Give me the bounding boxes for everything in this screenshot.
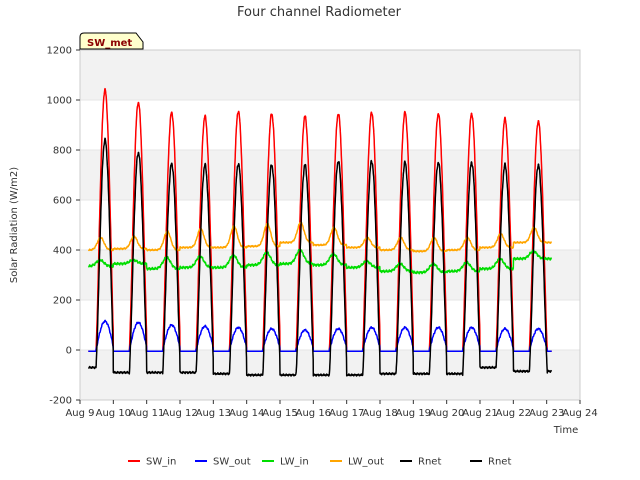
x-tick-label: Aug 19 — [396, 408, 431, 419]
x-tick-label: Aug 13 — [196, 408, 231, 419]
series-line-rnet-4 — [87, 137, 553, 377]
x-tick-label: Aug 24 — [562, 408, 597, 419]
y-tick-label: 800 — [53, 146, 72, 157]
series-layer — [87, 87, 553, 377]
y-axis-ticks: -200 0 200 400 600 800 1000 1200 — [47, 46, 80, 407]
x-tick-label: Aug 18 — [362, 408, 397, 419]
x-tick-label: Aug 10 — [96, 408, 131, 419]
legend-label: LW_out — [348, 457, 384, 468]
band-3 — [80, 50, 580, 100]
band-2 — [80, 150, 580, 200]
legend: SW_in SW_out LW_in LW_out Rnet Rnet — [128, 457, 511, 468]
series-line-sw-out-1 — [87, 319, 553, 353]
y-tick-label: 600 — [53, 196, 72, 207]
x-tick-label: Aug 14 — [229, 408, 264, 419]
y-tick-label: 400 — [53, 246, 72, 257]
y-tick-label: 200 — [53, 296, 72, 307]
x-tick-label: Aug 23 — [529, 408, 564, 419]
x-tick-label: Aug 9 — [65, 408, 94, 419]
x-tick-label: Aug 15 — [262, 408, 297, 419]
x-tick-label: Aug 21 — [462, 408, 497, 419]
x-tick-label: Aug 20 — [429, 408, 464, 419]
chart-title: Four channel Radiometer — [237, 5, 402, 20]
x-tick-label: Aug 12 — [162, 408, 197, 419]
y-tick-label: 1200 — [47, 46, 72, 57]
y-tick-label: 1000 — [47, 96, 72, 107]
x-tick-label: Aug 11 — [129, 408, 164, 419]
badge-label: SW_met — [87, 38, 132, 49]
legend-label: SW_out — [213, 457, 251, 468]
y-tick-label: -200 — [49, 396, 72, 407]
badge-shape — [79, 32, 144, 50]
series-line-lw-out-3 — [87, 221, 553, 253]
y-tick-label: 0 — [66, 346, 72, 357]
x-tick-label: Aug 17 — [329, 408, 364, 419]
legend-label: Rnet — [418, 457, 441, 468]
x-tick-label: Aug 22 — [496, 408, 531, 419]
legend-label: Rnet — [488, 457, 511, 468]
y-axis-label: Solar Radiation (W/m2) — [9, 167, 20, 283]
legend-label: LW_in — [280, 457, 309, 468]
legend-label: SW_in — [146, 457, 176, 468]
x-tick-label: Aug 16 — [296, 408, 331, 419]
series-line-lw-in-2 — [87, 248, 553, 275]
station-badge: SW_met — [79, 32, 144, 50]
x-axis-label: Time — [553, 425, 578, 436]
series-line-sw-in-0 — [87, 87, 553, 353]
plot-frame — [79, 49, 581, 401]
